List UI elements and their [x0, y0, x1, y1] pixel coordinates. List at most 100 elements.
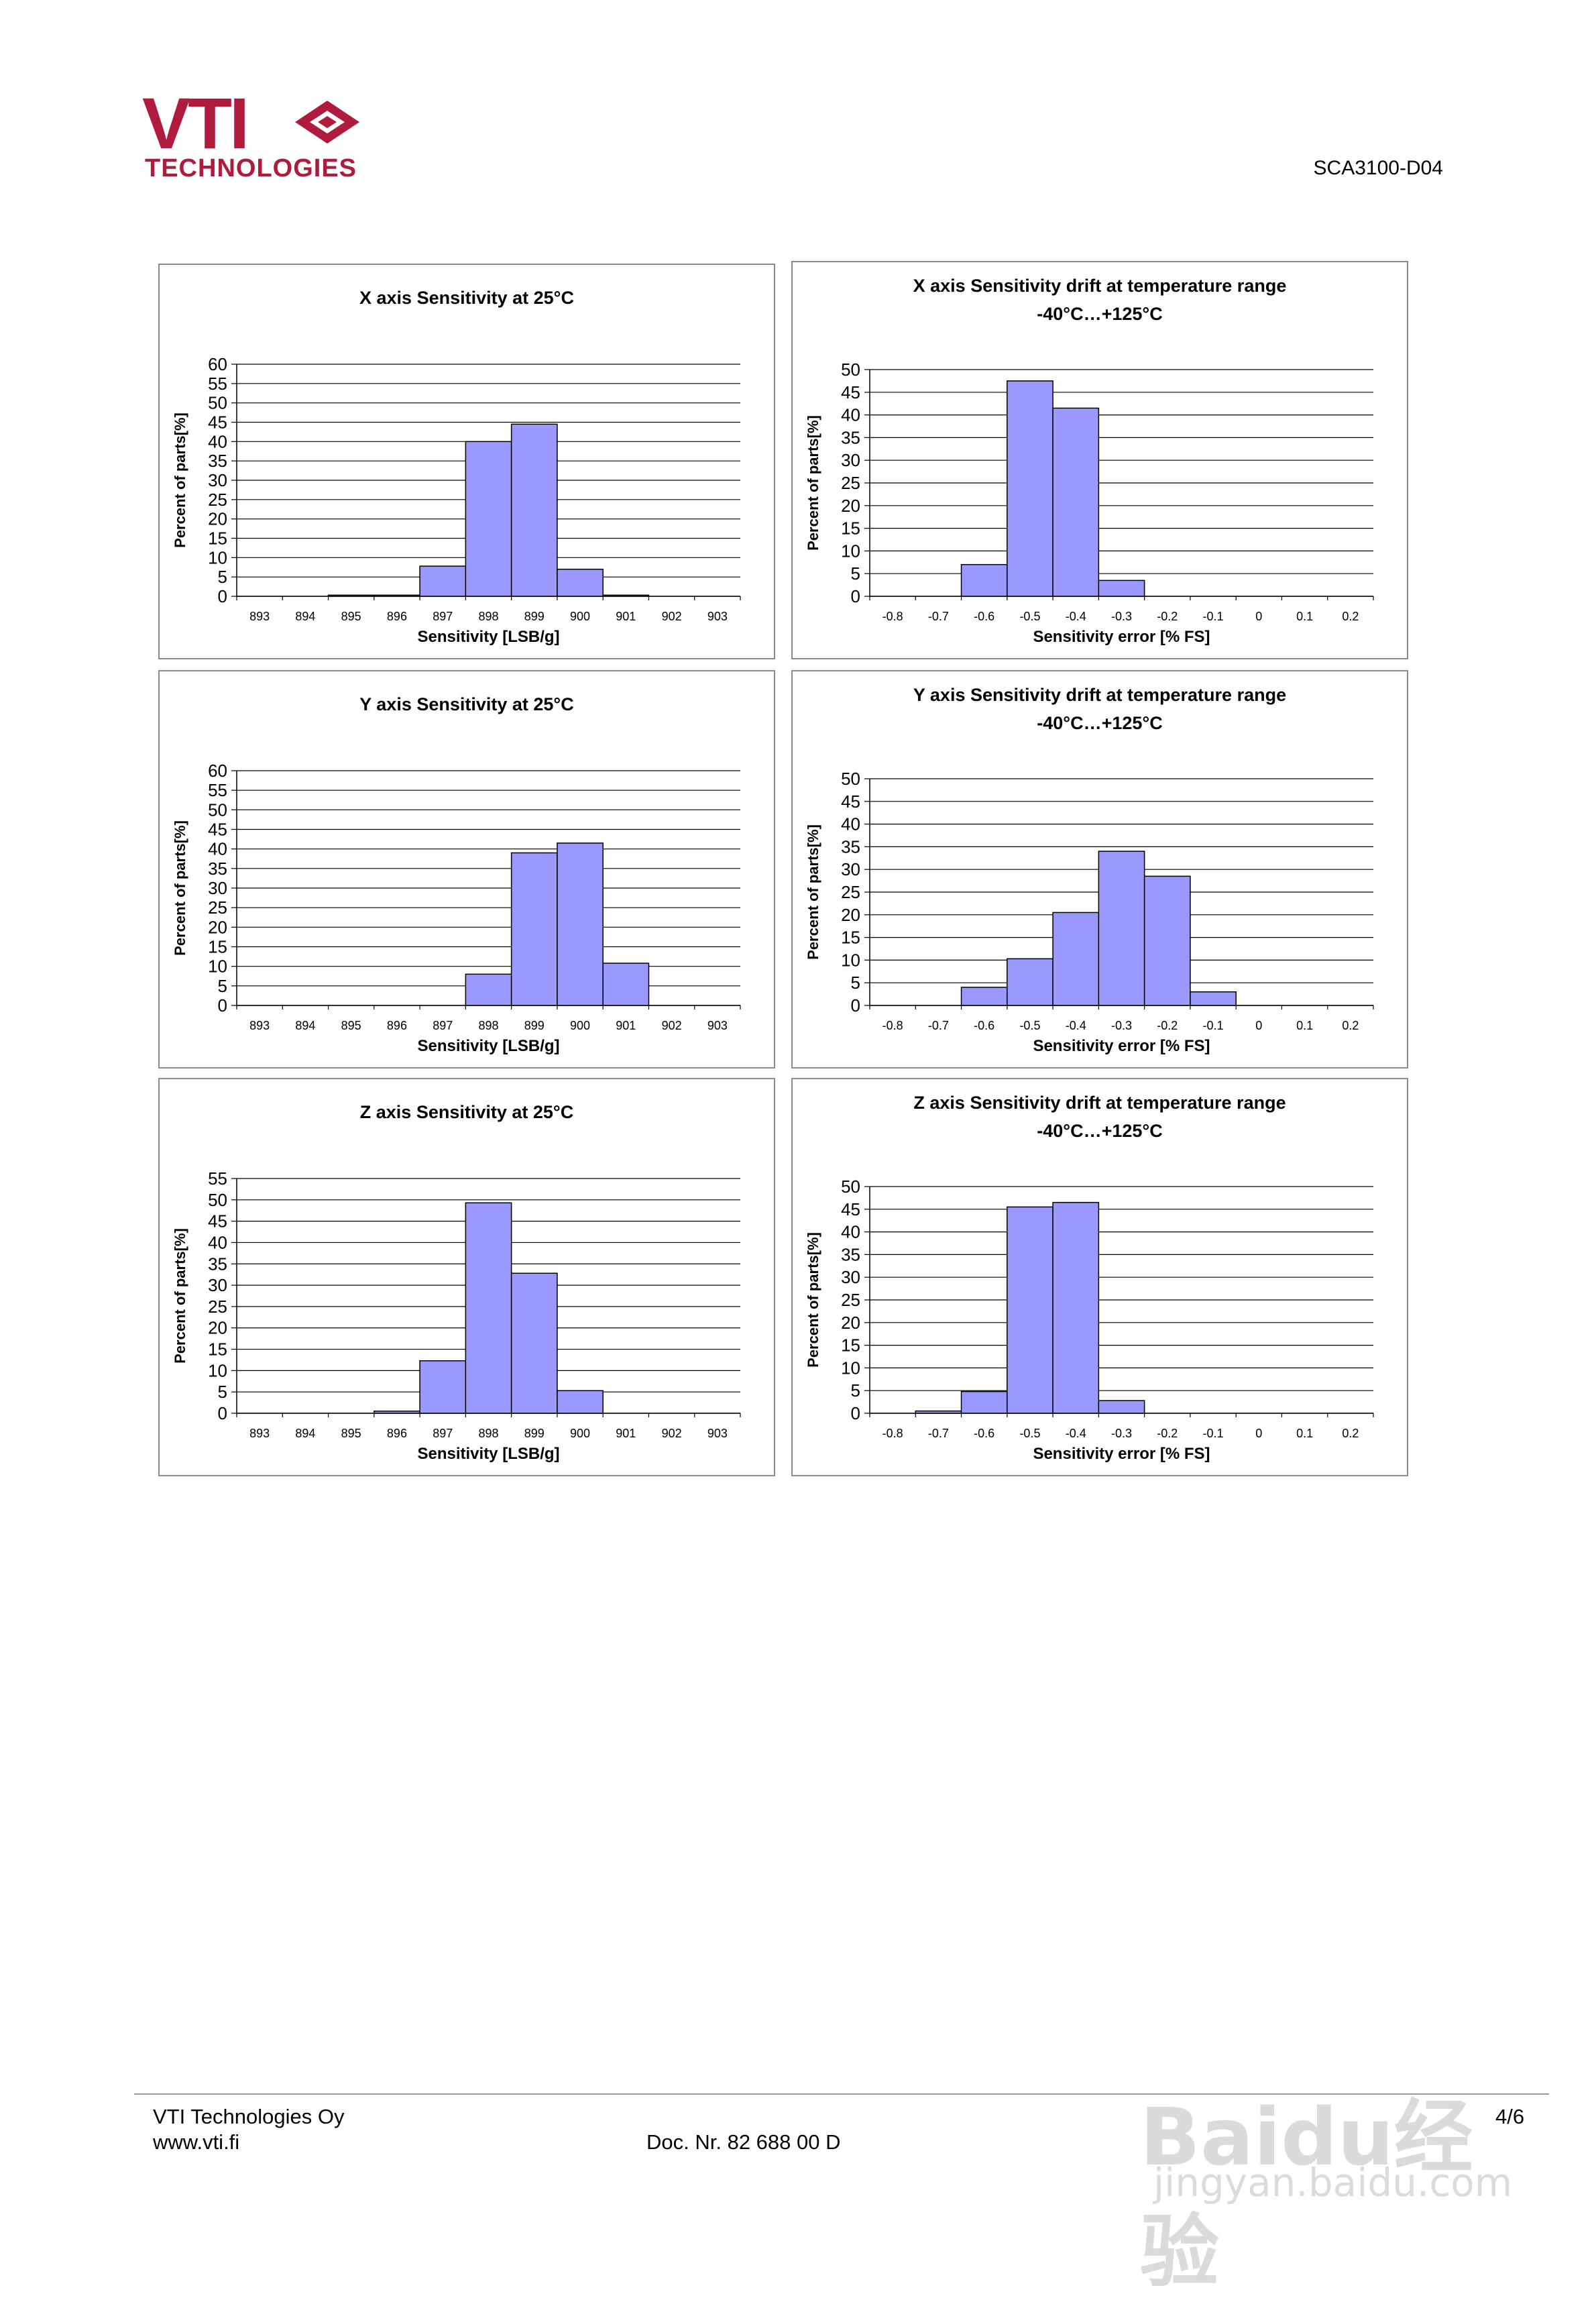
chart-svg: Z axis Sensitivity drift at temperature … [805, 1093, 1374, 1463]
bar [465, 973, 512, 1006]
x-tick-label: -0.3 [1111, 1427, 1132, 1440]
x-axis-label: Sensitivity error [% FS] [1033, 1037, 1210, 1055]
bar [465, 441, 512, 597]
y-tick-label: 0 [851, 586, 860, 606]
x-tick-label: 895 [341, 610, 361, 623]
x-tick-label: 895 [341, 1427, 361, 1440]
chart-y-drift: Y axis Sensitivity drift at temperature … [791, 670, 1408, 1068]
y-tick-label: 60 [208, 761, 227, 781]
x-tick-label: -0.2 [1157, 1427, 1178, 1440]
x-tick-label: 901 [616, 1019, 636, 1032]
y-tick-label: 50 [841, 360, 860, 380]
bar [960, 563, 1008, 597]
footer-website[interactable]: www.vti.fi [153, 2130, 240, 2154]
bar [419, 1360, 467, 1414]
y-tick-label: 35 [208, 1254, 227, 1274]
x-tick-label: 901 [616, 1427, 636, 1440]
y-tick-label: 0 [851, 995, 860, 1016]
page-number: 4/6 [1495, 2105, 1525, 2128]
bar [374, 1411, 420, 1414]
y-tick-label: 25 [841, 473, 860, 493]
bar [374, 594, 420, 597]
y-axis-label: Percent of parts[%] [805, 415, 821, 551]
x-tick-label: -0.6 [974, 1019, 994, 1032]
x-tick-label: -0.7 [928, 610, 949, 623]
y-tick-label: 5 [851, 1380, 860, 1401]
y-tick-label: 60 [208, 354, 227, 374]
x-tick-label: -0.8 [882, 1427, 903, 1440]
bar [1007, 1206, 1053, 1414]
chart-title: Z axis Sensitivity at 25°C [360, 1102, 573, 1122]
x-tick-label: 898 [478, 1427, 498, 1440]
x-tick-label: 899 [524, 1019, 545, 1032]
x-tick-label: 903 [707, 1427, 728, 1440]
chart-title: X axis Sensitivity drift at temperature … [913, 276, 1287, 296]
x-tick-label: -0.7 [928, 1427, 949, 1440]
y-tick-label: 10 [841, 1358, 860, 1378]
y-axis-label: Percent of parts[%] [805, 1232, 821, 1368]
x-tick-label: -0.3 [1111, 610, 1132, 623]
x-tick-label: -0.4 [1066, 1427, 1086, 1440]
y-tick-label: 55 [208, 374, 227, 394]
watermark-sub: jingyan.baidu.com [1153, 2160, 1513, 2205]
y-tick-label: 45 [208, 820, 227, 840]
logo-subtext: TECHNOLOGIES [145, 154, 357, 182]
y-tick-label: 10 [208, 547, 227, 567]
x-tick-label: -0.3 [1111, 1019, 1132, 1032]
y-tick-label: 10 [841, 541, 860, 561]
x-tick-label: 896 [387, 610, 407, 623]
x-tick-label: 894 [295, 610, 315, 623]
chart-svg: Y axis Sensitivity drift at temperature … [805, 685, 1374, 1055]
x-tick-label: -0.2 [1157, 610, 1178, 623]
y-tick-label: 15 [208, 529, 227, 549]
chart-subtitle: -40°C…+125°C [1037, 1121, 1162, 1141]
y-tick-label: 25 [841, 882, 860, 902]
y-tick-label: 40 [841, 814, 860, 834]
x-tick-label: 900 [570, 1427, 590, 1440]
bar [557, 1390, 604, 1414]
y-tick-label: 40 [841, 1222, 860, 1242]
x-tick-label: -0.7 [928, 1019, 949, 1032]
y-tick-label: 50 [208, 1190, 227, 1210]
x-axis-label: Sensitivity [LSB/g] [417, 1037, 559, 1055]
x-tick-label: 0.1 [1296, 1427, 1313, 1440]
y-tick-label: 50 [841, 769, 860, 789]
bar [1098, 851, 1145, 1006]
vti-logo: VTI TECHNOLOGIES [142, 87, 370, 182]
y-tick-label: 10 [208, 1360, 227, 1380]
y-tick-label: 45 [208, 1211, 227, 1231]
y-tick-label: 35 [208, 859, 227, 879]
y-tick-label: 5 [851, 973, 860, 993]
bar [1007, 380, 1053, 597]
y-tick-label: 15 [208, 937, 227, 957]
x-tick-label: 902 [662, 1019, 682, 1032]
x-tick-label: 897 [433, 1427, 453, 1440]
chart-y-sensitivity: Y axis Sensitivity at 25°C 0 5 10 15 20 25 30 35… [158, 670, 775, 1068]
x-axis-label: Sensitivity error [% FS] [1033, 1445, 1210, 1463]
x-tick-label: 893 [249, 610, 270, 623]
bar [557, 842, 604, 1006]
y-tick-label: 40 [841, 405, 860, 425]
y-tick-label: 40 [208, 431, 227, 451]
bar [1052, 407, 1100, 597]
y-tick-label: 45 [841, 1199, 860, 1219]
x-tick-label: 0 [1255, 1019, 1262, 1032]
x-tick-label: 894 [295, 1427, 315, 1440]
footer-divider [134, 2093, 1549, 2095]
y-tick-label: 50 [208, 800, 227, 820]
y-tick-label: 10 [841, 950, 860, 970]
chart-svg: Z axis Sensitivity at 25°C 05101520253035… [172, 1102, 741, 1463]
x-tick-label: 897 [433, 1019, 453, 1032]
x-tick-label: -0.5 [1019, 1019, 1040, 1032]
x-tick-label: 0 [1255, 610, 1262, 623]
y-tick-label: 20 [841, 496, 860, 516]
footer-company: VTI Technologies Oy [153, 2105, 345, 2128]
y-tick-label: 55 [208, 780, 227, 800]
chart-title: Z axis Sensitivity drift at temperature … [913, 1093, 1286, 1113]
chart-z-drift: Z axis Sensitivity drift at temperature … [791, 1078, 1408, 1476]
bar [510, 423, 558, 597]
bar [1098, 580, 1145, 597]
y-tick-label: 0 [218, 1403, 227, 1423]
y-tick-label: 15 [841, 1335, 860, 1356]
y-tick-label: 25 [841, 1290, 860, 1310]
